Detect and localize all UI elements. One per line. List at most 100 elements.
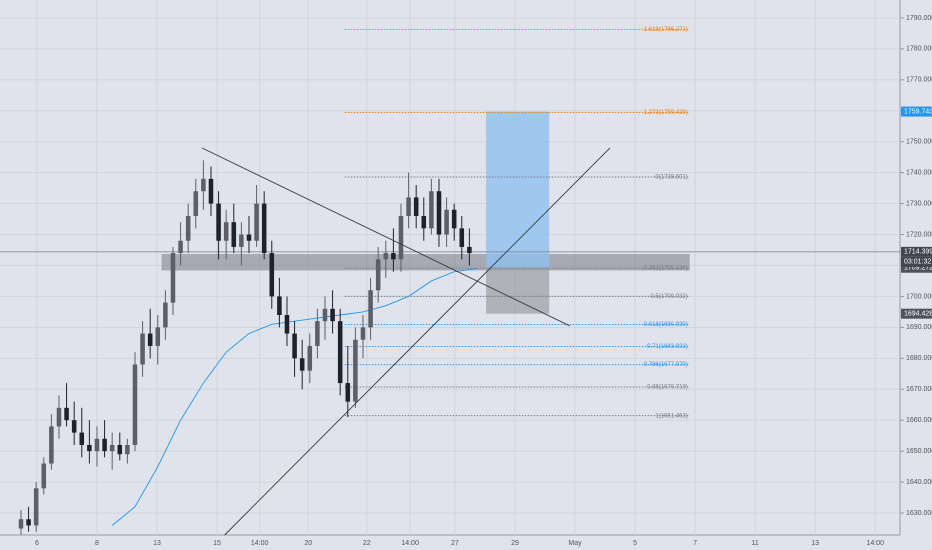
- candle-body: [170, 253, 176, 303]
- candle-body: [231, 222, 237, 247]
- position-stop: [486, 267, 550, 314]
- fib-label: 0.618(1690.930): [644, 322, 688, 328]
- x-tick-label: 14:00: [866, 540, 884, 547]
- y-tick-label: 1690.000: [906, 324, 932, 331]
- last-price-label-box: [901, 246, 932, 257]
- candle-body: [337, 321, 343, 384]
- candle-body: [178, 240, 183, 254]
- candle-body: [413, 197, 419, 216]
- countdown-box: [901, 256, 932, 267]
- fib-label: 0(1738.601): [655, 175, 687, 181]
- fib-label: 0.88(1670.719): [647, 385, 688, 391]
- x-tick-label: 13: [811, 540, 819, 547]
- y-tick-label: 1680.000: [906, 355, 932, 362]
- candle-body: [41, 463, 47, 489]
- candle-body: [140, 333, 145, 365]
- y-tick-label: 1630.000: [906, 510, 932, 517]
- candle-body: [18, 519, 24, 529]
- candle-body: [117, 444, 123, 455]
- y-tick-label: 1670.000: [906, 386, 932, 393]
- candle-body: [436, 191, 442, 235]
- price-label: 1694.428: [904, 311, 932, 318]
- y-tick-label: 1730.000: [906, 200, 932, 207]
- countdown: 03:01:32: [904, 259, 931, 266]
- candle-body: [315, 321, 320, 346]
- price-label-box: [901, 106, 932, 117]
- fib-label: 0.382(1709.134): [644, 266, 688, 272]
- candle-body: [269, 253, 275, 297]
- candle-body: [79, 432, 85, 445]
- candle-body: [353, 339, 358, 402]
- candle-body: [109, 444, 115, 452]
- x-tick-label: 27: [451, 540, 459, 547]
- candle-body: [307, 345, 313, 371]
- candle-body: [132, 364, 138, 445]
- candle-body: [459, 228, 465, 247]
- candle-body: [71, 420, 77, 433]
- candle-body: [64, 407, 69, 421]
- x-tick-label: May: [568, 540, 582, 547]
- candle-body: [102, 438, 107, 452]
- candle-body: [49, 426, 54, 464]
- candle-body: [292, 333, 297, 359]
- candle-body: [246, 234, 252, 241]
- y-tick-label: 1640.000: [906, 479, 932, 486]
- candle-body: [201, 178, 206, 192]
- trendline: [224, 147, 611, 536]
- y-tick-label: 1740.000: [906, 170, 932, 177]
- candle-body: [375, 259, 381, 291]
- y-tick-label: 1780.000: [906, 46, 932, 53]
- candle-body: [125, 444, 130, 455]
- price-label: 1759.743: [904, 108, 932, 115]
- candle-body: [398, 215, 404, 260]
- x-tick-label: 15: [213, 540, 221, 547]
- candle-body: [239, 234, 244, 247]
- candle-body: [421, 215, 427, 229]
- candle-body: [163, 302, 168, 328]
- fib-label: 1.618(1786.271): [644, 27, 688, 33]
- candle-body: [193, 191, 199, 216]
- candle-body: [208, 178, 214, 204]
- y-tick-label: 1720.000: [906, 231, 932, 238]
- price-label-box: [901, 262, 932, 273]
- candle-body: [261, 203, 267, 254]
- candle-body: [284, 314, 290, 334]
- fib-label: 0.71(1683.833): [647, 344, 688, 350]
- x-tick-label: 14:00: [251, 540, 269, 547]
- position-target: [486, 111, 550, 268]
- x-tick-label: 5: [633, 540, 637, 547]
- candle-body: [467, 246, 472, 254]
- candle-body: [155, 327, 161, 346]
- last-price-label: 1714.399: [904, 249, 932, 256]
- y-tick-label: 1750.000: [906, 139, 932, 146]
- candle-body: [360, 327, 366, 340]
- candle-body: [56, 407, 62, 427]
- candle-body: [277, 296, 282, 315]
- x-tick-label: 6: [35, 540, 39, 547]
- y-tick-label: 1770.000: [906, 77, 932, 84]
- candle-body: [322, 308, 328, 322]
- x-tick-label: 13: [153, 540, 161, 547]
- candle-body: [254, 203, 259, 241]
- price-label-box: [901, 308, 932, 319]
- x-tick-label: 8: [95, 540, 99, 547]
- candle-body: [345, 383, 351, 402]
- price-label: 1709.272: [904, 265, 932, 272]
- y-tick-label: 1700.000: [906, 293, 932, 300]
- candle-body: [26, 519, 31, 526]
- trendline: [201, 147, 570, 327]
- x-tick-label: 20: [304, 540, 312, 547]
- candle-body: [185, 215, 191, 241]
- fib-label: 0.786(1677.970): [644, 362, 688, 368]
- candle-body: [429, 191, 434, 229]
- fib-label: 1(1661.463): [655, 413, 687, 419]
- candle-body: [33, 488, 39, 526]
- candle-body: [383, 253, 389, 260]
- y-tick-label: 1790.000: [906, 15, 932, 22]
- x-tick-label: 11: [752, 540, 759, 547]
- fib-label: 0.5(1700.032): [650, 294, 687, 300]
- y-tick-label: 1660.000: [906, 417, 932, 424]
- candle-body: [87, 444, 92, 452]
